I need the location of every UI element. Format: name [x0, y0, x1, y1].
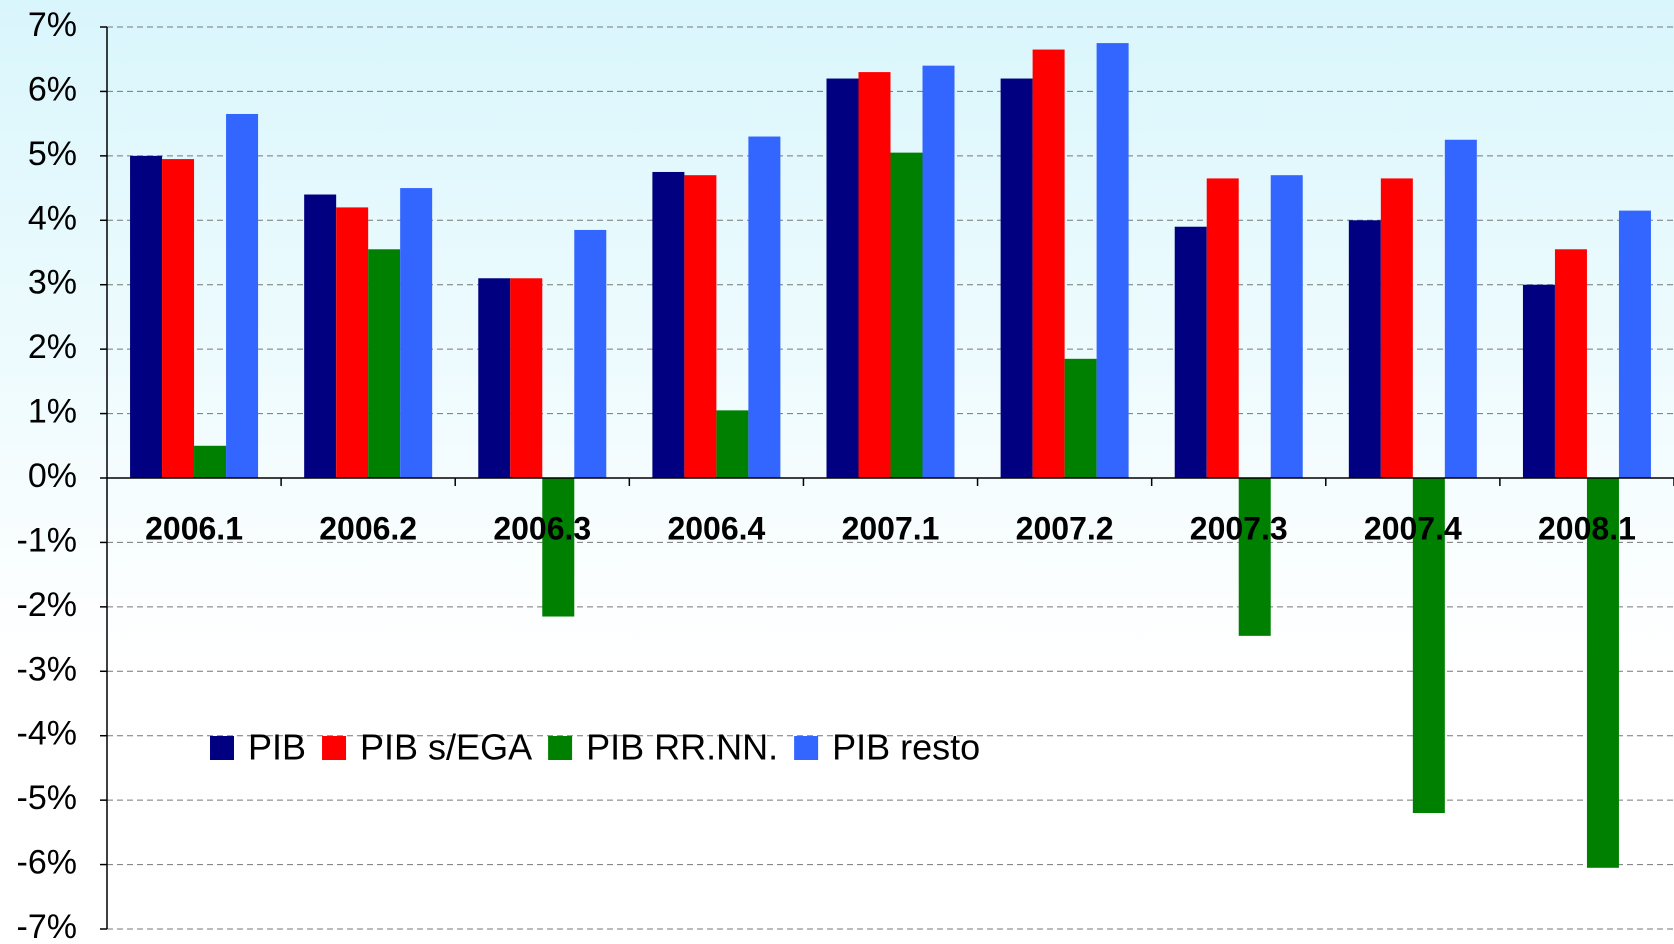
y-tick-label: 5% — [28, 135, 77, 173]
bar — [130, 155, 163, 478]
legend-swatch — [548, 736, 573, 760]
bar — [1522, 284, 1555, 478]
legend-swatch — [322, 736, 347, 760]
y-tick-label: -1% — [17, 521, 77, 559]
y-tick-label: 1% — [28, 393, 77, 431]
bar — [1348, 220, 1381, 479]
bar — [510, 278, 543, 478]
bar — [684, 175, 717, 478]
bar — [1174, 226, 1207, 478]
y-tick-label: 7% — [28, 6, 77, 44]
bar — [336, 207, 369, 478]
bar — [542, 478, 575, 617]
x-tick-label: 2007.1 — [842, 510, 940, 546]
bar — [1206, 178, 1239, 478]
y-tick-label: -4% — [17, 715, 77, 753]
bar — [304, 194, 337, 478]
bar — [1238, 478, 1271, 636]
y-tick-label: 4% — [28, 199, 77, 237]
y-tick-label: 6% — [28, 70, 77, 108]
bar — [1618, 210, 1651, 478]
bar — [478, 278, 511, 478]
bar — [1380, 178, 1413, 478]
x-tick-label: 2007.3 — [1190, 510, 1288, 546]
bar — [574, 229, 607, 478]
bar — [194, 445, 227, 478]
bar — [716, 410, 749, 478]
bar — [1270, 175, 1303, 478]
y-tick-label: -7% — [17, 908, 77, 944]
bar — [652, 171, 685, 478]
y-tick-label: 2% — [28, 328, 77, 366]
y-tick-label: -3% — [17, 650, 77, 688]
bar — [922, 65, 955, 479]
bar — [1554, 249, 1587, 478]
bar — [368, 249, 401, 478]
legend-label: PIB resto — [832, 727, 980, 768]
bar — [226, 113, 259, 478]
bar — [1412, 478, 1445, 814]
legend-swatch — [210, 736, 234, 760]
x-tick-label: 2008.1 — [1538, 510, 1636, 546]
y-tick-label: -6% — [17, 844, 77, 882]
bar — [1032, 49, 1065, 479]
bar — [826, 78, 859, 479]
bar — [1444, 139, 1477, 478]
legend-label: PIB RR.NN. — [586, 727, 778, 768]
legend-label: PIB s/EGA — [360, 727, 532, 768]
y-tick-label: 3% — [28, 264, 77, 302]
x-tick-label: 2006.2 — [319, 510, 417, 546]
bar — [1586, 478, 1619, 868]
x-tick-label: 2006.3 — [493, 510, 591, 546]
y-tick-label: 0% — [28, 457, 77, 495]
x-tick-label: 2006.4 — [667, 510, 765, 546]
bar — [400, 188, 433, 479]
x-tick-label: 2007.2 — [1016, 510, 1114, 546]
bar — [858, 72, 891, 478]
legend-swatch — [794, 736, 819, 760]
bar — [890, 152, 923, 478]
x-tick-label: 2007.4 — [1364, 510, 1462, 546]
bar — [1064, 358, 1097, 478]
legend-label: PIB — [248, 727, 306, 768]
bar — [162, 159, 195, 479]
bar — [1096, 43, 1129, 478]
bar — [1000, 78, 1033, 479]
y-tick-label: -2% — [17, 586, 77, 624]
x-tick-label: 2006.1 — [145, 510, 243, 546]
bar — [748, 136, 781, 478]
y-tick-label: -5% — [17, 779, 77, 817]
